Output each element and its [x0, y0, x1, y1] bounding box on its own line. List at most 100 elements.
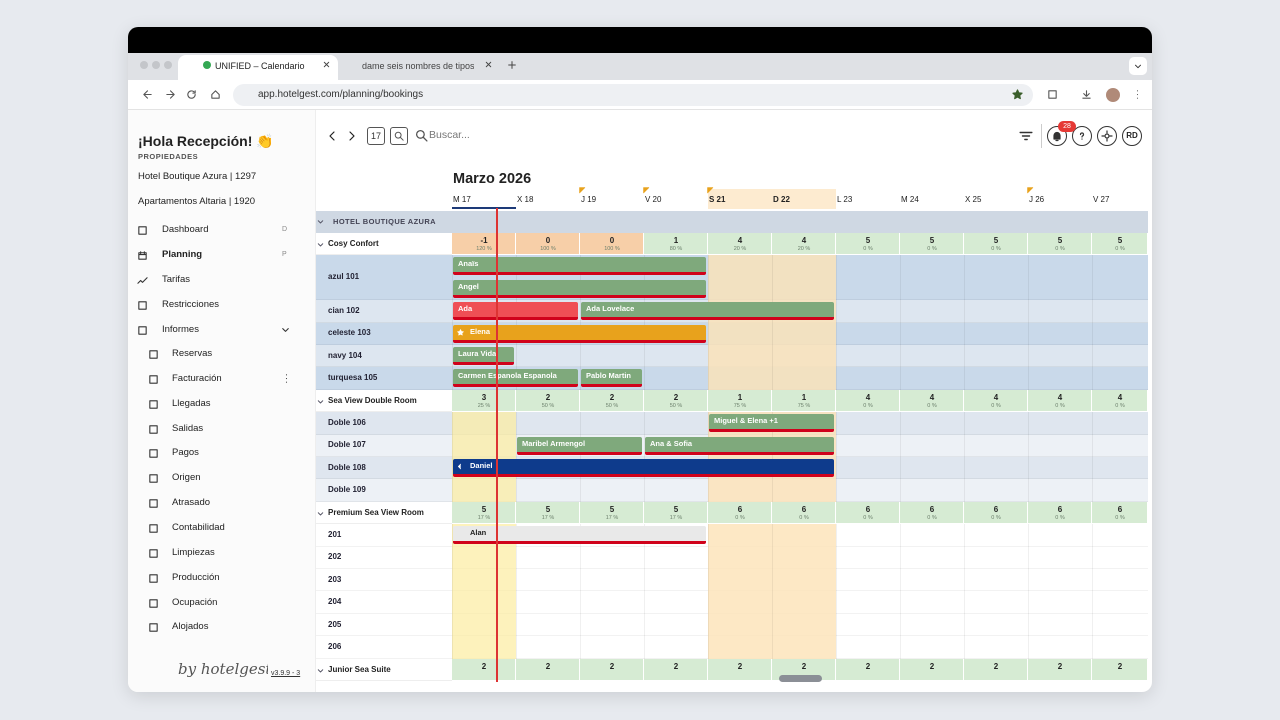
booking[interactable]: Ada — [453, 302, 578, 321]
property[interactable]: Hotel Boutique Azura | 1297 — [138, 171, 257, 182]
nav-item[interactable]: Informes — [162, 324, 199, 335]
url-bar[interactable] — [233, 84, 1033, 106]
booking[interactable]: Anaïs — [453, 257, 706, 276]
expand[interactable] — [280, 324, 291, 335]
booking[interactable]: Ada Lovelace — [581, 302, 834, 321]
booking[interactable]: Pablo Martin — [581, 369, 642, 388]
search[interactable]: Buscar... — [429, 129, 470, 141]
report-item[interactable]: Producción — [172, 571, 220, 583]
nav-button[interactable] — [210, 89, 221, 100]
greeting: ¡Hola Recepción! 👏 — [138, 133, 274, 149]
report-item[interactable]: Ocupación — [172, 596, 218, 608]
report-item[interactable]: Atrasado — [172, 497, 211, 509]
report-item[interactable]: Salidas — [172, 422, 204, 434]
tab-title[interactable]: UNIFIED – Calendario — [215, 61, 305, 71]
report-item[interactable]: Reservas — [172, 348, 213, 359]
nav-item[interactable]: Dashboard — [162, 224, 209, 235]
filter[interactable] — [1019, 129, 1033, 143]
toolbar-button[interactable] — [1097, 126, 1117, 146]
booking[interactable]: Elena — [453, 324, 706, 343]
booking[interactable]: Ana & Sofia — [645, 436, 834, 455]
room-name[interactable]: Doble 107 — [328, 440, 366, 450]
version[interactable]: v3.9.9 - 3 — [271, 670, 301, 677]
room-type-name[interactable]: Junior Sea Suite — [328, 664, 391, 674]
tab-title[interactable]: dame seis nombres de tipos — [362, 61, 474, 71]
nav-item[interactable]: Tarifas — [162, 274, 190, 285]
room-name[interactable]: 206 — [328, 641, 342, 651]
room-type-name[interactable]: Premium Sea View Room — [328, 507, 424, 517]
booking[interactable]: Maribel Armengol — [517, 436, 642, 455]
nav-item[interactable]: Planning — [162, 249, 203, 260]
more[interactable] — [281, 373, 292, 384]
nav-icon — [138, 326, 147, 335]
occupancy: 100 % — [604, 246, 620, 252]
booking[interactable]: Miguel & Elena +1 — [709, 414, 834, 433]
grid-line — [836, 569, 837, 592]
bookmark[interactable] — [1012, 89, 1023, 100]
user[interactable]: RD — [1126, 131, 1138, 140]
room-name[interactable]: turquesa 105 — [328, 373, 378, 383]
room-type-toggle[interactable] — [316, 666, 325, 675]
grid-line — [964, 546, 965, 569]
close-tab[interactable] — [322, 60, 331, 69]
toolbar-button[interactable] — [1047, 126, 1067, 146]
room-name[interactable]: Doble 106 — [328, 417, 366, 427]
room-name[interactable]: Doble 108 — [328, 462, 366, 472]
today-cell — [452, 434, 516, 457]
room-name[interactable]: 204 — [328, 597, 342, 607]
room-name[interactable]: 203 — [328, 574, 342, 584]
next[interactable] — [346, 130, 358, 142]
nav-button[interactable] — [142, 89, 153, 100]
report-item[interactable]: Pagos — [172, 447, 199, 459]
calendar-search[interactable] — [390, 127, 408, 145]
prev[interactable] — [326, 130, 338, 142]
booking[interactable]: Angel — [453, 279, 706, 298]
availability-cell — [900, 233, 963, 255]
close-tab[interactable] — [484, 60, 493, 69]
room-name[interactable]: 205 — [328, 619, 342, 629]
availability: 6 — [1117, 504, 1123, 514]
new-tab[interactable] — [507, 60, 517, 70]
booking[interactable]: Daniel — [453, 459, 834, 477]
room-type-toggle[interactable] — [316, 240, 325, 249]
room-name[interactable]: celeste 103 — [328, 328, 371, 338]
booking[interactable]: Laura Vidal — [453, 347, 514, 365]
room-type-toggle[interactable] — [316, 397, 325, 406]
tab-search-icon[interactable] — [1133, 61, 1143, 71]
booking[interactable]: Alan — [453, 526, 706, 545]
nav-item[interactable]: Restricciones — [162, 299, 220, 310]
room-name[interactable]: navy 104 — [328, 350, 362, 360]
report-item[interactable]: Contabilidad — [172, 521, 225, 533]
room-type-name[interactable]: Cosy Confort — [328, 239, 379, 248]
toolbar-button[interactable] — [1072, 126, 1092, 146]
menu[interactable] — [1132, 89, 1143, 100]
extensions[interactable] — [1047, 89, 1058, 100]
report-item[interactable]: Llegadas — [172, 397, 211, 409]
report-item[interactable]: Facturación — [172, 372, 222, 384]
room-name[interactable]: 201 — [328, 529, 342, 539]
nav-button[interactable] — [165, 89, 176, 100]
profile[interactable] — [1106, 88, 1120, 102]
downloads[interactable] — [1081, 89, 1092, 100]
report-icon — [149, 375, 158, 384]
room-name[interactable]: Doble 109 — [328, 485, 366, 495]
room-name[interactable]: azul 101 — [328, 272, 360, 282]
weekend-cell — [772, 255, 836, 301]
calendar-button[interactable]: 17 — [367, 127, 385, 145]
grid-line — [516, 636, 517, 659]
room-name[interactable]: cian 102 — [328, 305, 360, 315]
grid-line — [1028, 524, 1029, 547]
room-name[interactable]: 202 — [328, 552, 342, 562]
property[interactable]: Apartamentos Altaria | 1920 — [138, 196, 256, 207]
nav-button[interactable] — [186, 89, 197, 100]
url[interactable]: app.hotelgest.com/planning/bookings — [258, 89, 424, 100]
grid-line — [964, 636, 965, 659]
toolbar-button[interactable] — [1122, 126, 1142, 146]
report-item[interactable]: Alojados — [172, 621, 209, 633]
room-type-name[interactable]: Sea View Double Room — [328, 395, 417, 405]
booking[interactable]: Carmen Espanola Espanola — [453, 369, 578, 388]
report-item[interactable]: Origen — [172, 472, 201, 484]
grid-line — [964, 300, 965, 323]
room-type-toggle[interactable] — [316, 509, 325, 518]
report-item[interactable]: Limpiezas — [172, 546, 215, 558]
